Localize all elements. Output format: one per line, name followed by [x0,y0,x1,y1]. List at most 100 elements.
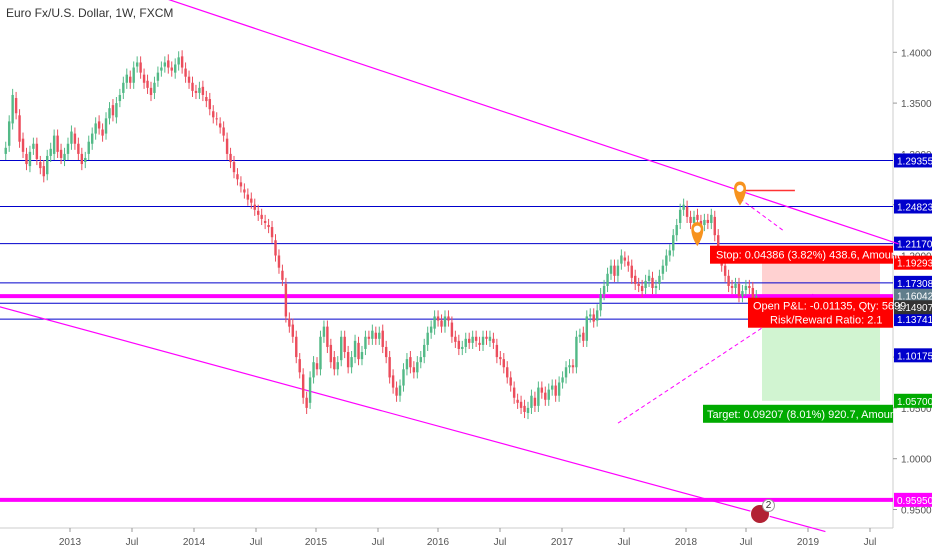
candle-body [35,143,39,159]
time-tick-label: 2016 [427,537,450,548]
price-level-badge: 1.21170 [894,236,932,251]
candle-body [270,227,274,238]
candle-body [250,198,253,203]
candle-body [405,359,409,370]
candle-body [118,94,122,102]
candle-body [706,219,710,223]
candle-body [11,94,14,124]
candle-body [229,153,232,163]
candle-body [748,285,751,289]
candle-body [32,143,35,149]
axis-badge-bg [894,393,932,408]
candle-body [222,127,225,136]
candle-body [672,235,675,251]
price-level-badge: 1.29355 [894,153,932,168]
candle-body [409,357,412,368]
price-level-label: 1.29355 [897,156,932,167]
candle-body [561,377,564,383]
candle-body [239,182,243,187]
time-tick-label: 2015 [305,537,328,548]
candle-body [149,87,153,95]
candle-body [225,138,229,154]
price-level-badge-bg [894,199,932,214]
candle-body [734,283,737,289]
time-tick-label: Jul [372,537,385,548]
time-tick-label: Jul [618,537,631,548]
time-tick-label: 2017 [551,537,574,548]
candle-body [640,285,644,292]
candle-body [315,363,319,370]
candle-body [426,332,429,345]
candle-body [658,275,661,284]
candle-body [52,135,56,154]
time-tick-label: 2019 [797,537,820,548]
time-tick-label: 2018 [675,537,698,548]
candle-body [281,270,284,280]
time-tick-label: Jul [740,537,753,548]
candle-body [727,275,730,286]
candle-body [689,216,692,223]
candle-body [537,387,540,406]
candle-body [616,265,620,276]
candle-body [111,105,115,116]
candle-body [467,338,471,343]
candle-body [457,340,461,349]
candle-body [540,387,544,393]
time-tick-label: Jul [494,537,507,548]
candle-body [4,147,7,154]
candle-body [613,265,616,276]
price-level-badge-bg [894,153,932,168]
candles [4,50,758,420]
candle-body [730,285,734,289]
axis-badge-label: 1.05700 [897,397,932,408]
candle-body [80,153,84,165]
candle-body [142,74,146,83]
candle-body [751,288,755,299]
candle-body [90,133,94,144]
price-level-badge: 1.13741 [894,312,932,327]
candle-body [609,265,613,274]
candle-body [263,220,267,223]
candle-body [125,74,128,83]
candle-body [253,204,256,210]
candle-body [654,285,658,289]
axis-badge-label: 1.10175 [897,351,932,362]
candle-body [433,316,436,329]
candle-body [419,357,422,363]
candle-body [644,280,647,289]
candle-body [374,332,378,339]
candle-body [595,310,599,321]
candle-body [333,357,336,370]
candle-body [481,336,485,345]
candle-body [675,225,678,236]
candle-body [634,275,637,284]
candle-body [620,255,623,264]
candle-body [298,359,301,373]
candle-body [326,326,329,347]
symbol-title: Euro Fx/U.S. Dollar, 1W, FXCM [6,6,174,20]
candle-body [312,362,315,378]
dashed-trend-line [739,198,783,231]
candle-body [423,344,426,358]
candle-body [84,157,87,163]
candle-body [717,235,720,256]
candle-body [395,387,398,396]
candle-body [14,98,18,114]
price-tick-label: 0.95000 [901,506,932,517]
candle-body [56,135,59,152]
axis-badge-label: 1.16042 [897,292,932,303]
candle-body [288,318,291,327]
price-tick-label: 1.35000 [901,99,932,110]
target-label: Target: 0.09207 (8.01%) 920.7, Amount [707,409,899,421]
candle-body [139,62,142,73]
pin-marker-hole [693,225,701,233]
candle-body [516,399,519,403]
candle-body [170,67,173,71]
candle-body [678,209,682,223]
candle-body [398,385,402,396]
candle-body [461,346,464,349]
time-tick-label: 2014 [183,537,206,548]
candle-body [208,99,212,110]
